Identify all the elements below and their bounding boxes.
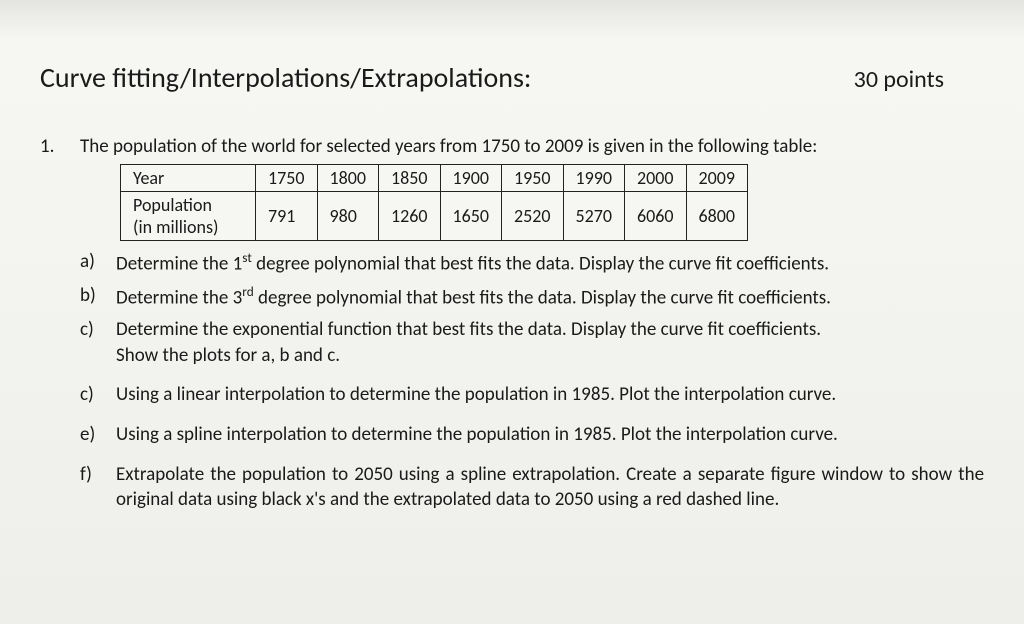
sub-b: b) Determine the 3rd degree polynomial t… [80,283,984,311]
text-line: Determine the exponential function that … [116,318,821,341]
row-header-pop-line2: (in millions) [133,216,218,238]
sub-text: Using a linear interpolation to determin… [116,382,984,408]
sub-text: Using a spline interpolation to determin… [116,422,984,448]
sub-text: Determine the exponential function that … [116,317,984,368]
problem-number: 1. [40,135,80,158]
row-header-pop-line1: Population [133,194,212,216]
ordinal-suffix: rd [242,283,253,300]
table-cell: 1650 [440,192,502,241]
page-title: Curve fitting/Interpolations/Extrapolati… [40,60,531,95]
sub-c: c) Determine the exponential function th… [80,317,984,368]
row-header-population: Population (in millions) [121,192,256,241]
sub-e: e) Using a spline interpolation to deter… [80,422,984,448]
text-pre: Determine the 1 [116,252,242,275]
table-cell: 1950 [502,165,564,192]
table-cell: 791 [256,192,318,241]
table-cell: 1800 [317,165,379,192]
text-line: Extrapolate the population to 2050 using… [116,463,883,486]
text-post: degree polynomial that best fits the dat… [252,252,829,275]
sub-text: Extrapolate the population to 2050 using… [116,462,984,513]
sub-f: f) Extrapolate the population to 2050 us… [80,462,984,513]
page: Curve fitting/Interpolations/Extrapolati… [0,0,1024,624]
data-table: Year 1750 1800 1850 1900 1950 1990 2000 … [120,164,748,241]
table-cell: 6060 [625,192,687,241]
table-cell: 2009 [686,165,748,192]
sub-d: c) Using a linear interpolation to deter… [80,382,984,408]
sub-label: e) [80,422,116,448]
sub-text: Determine the 3rd degree polynomial that… [116,283,984,311]
problem-body: The population of the world for selected… [80,135,984,519]
table-cell: 1900 [440,165,502,192]
table-cell: 6800 [686,192,748,241]
sub-label: f) [80,462,116,488]
table-row: Year 1750 1800 1850 1900 1950 1990 2000 … [121,165,748,192]
ordinal-suffix: st [242,249,252,266]
table-cell: 2520 [502,192,564,241]
sub-label: a) [80,249,116,275]
table-cell: 980 [317,192,379,241]
sub-label: c) [80,317,116,343]
sub-text: Determine the 1st degree polynomial that… [116,249,984,277]
table-cell: 1260 [379,192,441,241]
scan-shadow [0,0,1024,40]
points-label: 30 points [854,65,944,94]
row-header-year: Year [121,165,256,192]
problem-intro: The population of the world for selected… [80,135,984,158]
text-pre: Determine the 3 [116,286,242,309]
table-cell: 5270 [563,192,625,241]
table-cell: 1750 [256,165,318,192]
sub-label: b) [80,283,116,309]
table-cell: 1990 [563,165,625,192]
table-cell: 1850 [379,165,441,192]
header-row: Curve fitting/Interpolations/Extrapolati… [40,60,984,95]
sub-label: c) [80,382,116,408]
sub-a: a) Determine the 1st degree polynomial t… [80,249,984,277]
table-row: Population (in millions) 791 980 1260 16… [121,192,748,241]
text-line: Show the plots for a, b and c. [116,344,340,367]
text-post: degree polynomial that best fits the dat… [254,286,831,309]
problem-1: 1. The population of the world for selec… [40,135,984,519]
table-cell: 2000 [625,165,687,192]
sub-items: a) Determine the 1st degree polynomial t… [80,249,984,513]
